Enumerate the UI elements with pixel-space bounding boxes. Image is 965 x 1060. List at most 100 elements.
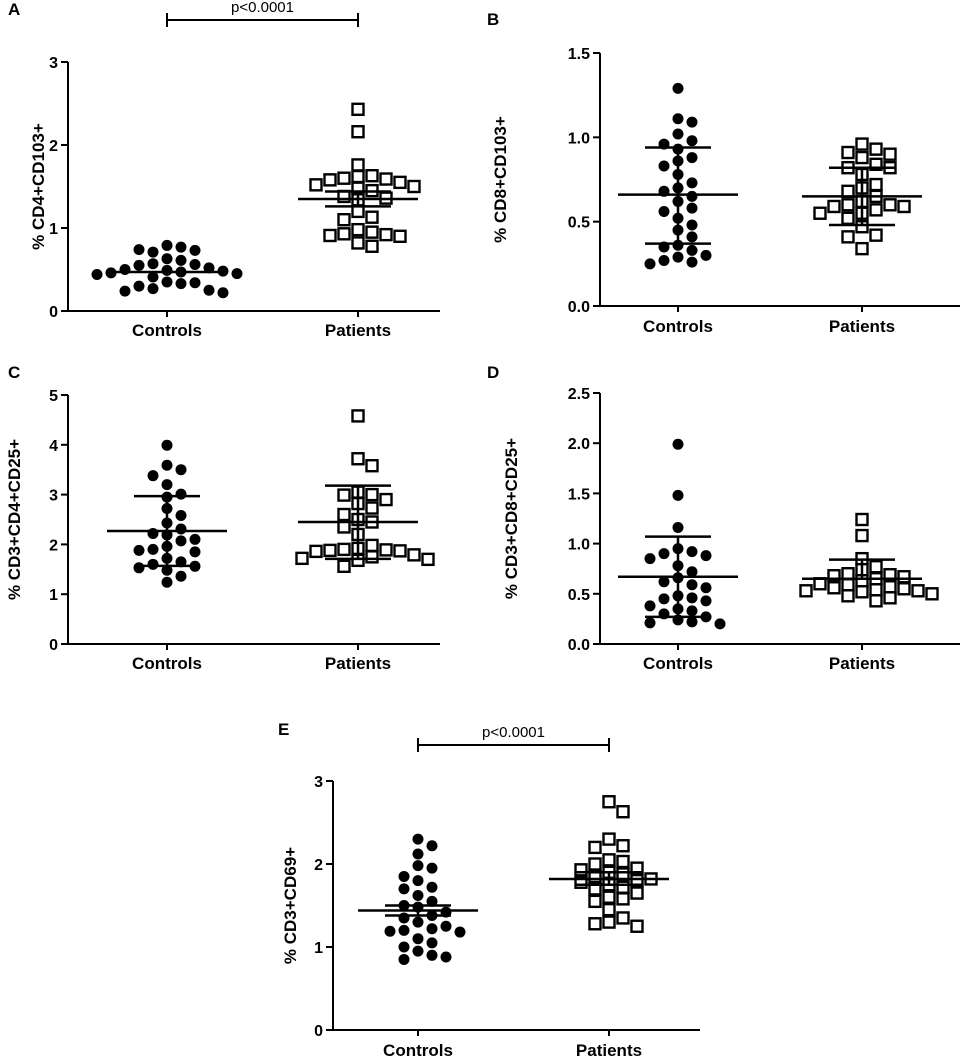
x-category-label: Controls bbox=[643, 654, 713, 673]
data-point bbox=[91, 268, 103, 280]
data-point bbox=[841, 145, 855, 160]
data-point bbox=[925, 587, 939, 601]
data-point bbox=[189, 259, 201, 271]
data-point bbox=[602, 832, 616, 846]
panel-b: B 0.0 0.5 1.0 1.5 Controls Patients % CD8+CD103… bbox=[487, 10, 960, 336]
data-point bbox=[365, 501, 379, 515]
y-tick-label: 1 bbox=[49, 221, 58, 238]
data-point bbox=[658, 593, 670, 605]
data-point bbox=[309, 178, 323, 192]
data-point bbox=[658, 548, 670, 560]
series-controls bbox=[618, 82, 738, 270]
data-point bbox=[686, 152, 698, 164]
data-point bbox=[379, 492, 393, 507]
data-point bbox=[398, 924, 410, 936]
data-point bbox=[119, 264, 131, 275]
y-tick-label: 5 bbox=[49, 388, 58, 405]
data-point bbox=[869, 583, 883, 597]
data-point bbox=[686, 579, 698, 591]
data-point bbox=[161, 439, 173, 451]
y-tick-label: 1 bbox=[49, 587, 58, 604]
y-tick-label: 3 bbox=[314, 774, 323, 791]
data-point bbox=[588, 840, 602, 855]
p-value-label: p<0.0001 bbox=[231, 0, 294, 16]
data-point bbox=[588, 857, 602, 871]
panel-e: E 0 1 2 3 Controls Patients % CD3+CD69+ p<0.0001 bbox=[278, 720, 700, 1060]
y-tick-label: 0.5 bbox=[568, 587, 590, 604]
panel-d: D 0.0 0.5 1.0 1.5 2.0 2.5 Controls Patients % CD3… bbox=[487, 363, 960, 673]
data-point bbox=[175, 510, 187, 522]
data-point bbox=[911, 584, 925, 598]
data-point bbox=[147, 470, 159, 482]
data-point bbox=[700, 550, 712, 562]
x-category-label: Patients bbox=[576, 1041, 642, 1060]
data-point bbox=[883, 147, 897, 161]
data-point bbox=[658, 206, 670, 218]
data-point bbox=[412, 890, 424, 902]
data-point bbox=[644, 617, 656, 629]
data-point bbox=[398, 953, 410, 965]
data-point bbox=[231, 268, 243, 280]
y-tick-label: 2 bbox=[49, 138, 58, 155]
data-point bbox=[412, 875, 424, 887]
data-point bbox=[644, 258, 656, 270]
x-category-label: Patients bbox=[829, 654, 895, 673]
data-point bbox=[426, 840, 438, 852]
y-tick-label: 1.5 bbox=[568, 486, 590, 503]
data-point bbox=[351, 102, 365, 117]
data-point bbox=[133, 562, 145, 574]
data-point bbox=[616, 854, 630, 869]
y-axis-title: % CD4+CD103+ bbox=[29, 123, 48, 250]
data-point bbox=[337, 559, 351, 574]
data-point bbox=[175, 488, 187, 500]
data-point bbox=[686, 231, 698, 243]
data-point bbox=[855, 150, 869, 165]
y-tick-label: 2 bbox=[49, 537, 58, 554]
panel-label: A bbox=[8, 0, 20, 19]
data-point bbox=[630, 873, 644, 888]
data-point bbox=[147, 543, 159, 555]
x-category-label: Controls bbox=[383, 1041, 453, 1060]
y-tick-label: 2.0 bbox=[568, 436, 590, 453]
data-point bbox=[379, 543, 393, 557]
data-point bbox=[602, 915, 616, 929]
data-point bbox=[827, 199, 841, 214]
series-controls bbox=[107, 439, 227, 588]
data-point bbox=[588, 869, 602, 884]
data-point bbox=[323, 228, 337, 243]
data-point bbox=[672, 113, 684, 125]
data-point bbox=[841, 230, 855, 244]
data-point bbox=[379, 227, 393, 242]
data-point bbox=[616, 880, 630, 894]
data-point bbox=[337, 542, 351, 557]
data-point bbox=[119, 285, 131, 297]
data-point bbox=[426, 923, 438, 935]
data-point bbox=[827, 581, 841, 595]
data-point bbox=[897, 199, 911, 214]
y-tick-label: 0.0 bbox=[568, 637, 590, 654]
data-point bbox=[412, 916, 424, 928]
data-point bbox=[323, 173, 337, 187]
data-point bbox=[161, 459, 173, 471]
data-point bbox=[869, 228, 883, 242]
data-point bbox=[161, 479, 173, 491]
data-point bbox=[574, 863, 588, 877]
data-point bbox=[147, 271, 159, 283]
y-axis-title: % CD3+CD8+CD25+ bbox=[502, 438, 521, 599]
data-point bbox=[686, 219, 698, 231]
data-point bbox=[869, 177, 883, 192]
data-point bbox=[351, 169, 365, 184]
y-tick-label: 0 bbox=[314, 1023, 323, 1040]
data-point bbox=[588, 917, 602, 931]
data-point bbox=[440, 920, 452, 932]
data-point bbox=[384, 925, 396, 937]
panel-label: D bbox=[487, 363, 499, 382]
data-point bbox=[379, 172, 393, 186]
significance-bracket: p<0.0001 bbox=[166, 0, 359, 27]
data-point bbox=[686, 190, 698, 202]
data-point bbox=[393, 175, 407, 190]
data-point bbox=[883, 580, 897, 594]
data-point bbox=[175, 535, 187, 547]
data-point bbox=[869, 203, 883, 217]
data-point bbox=[147, 283, 159, 295]
